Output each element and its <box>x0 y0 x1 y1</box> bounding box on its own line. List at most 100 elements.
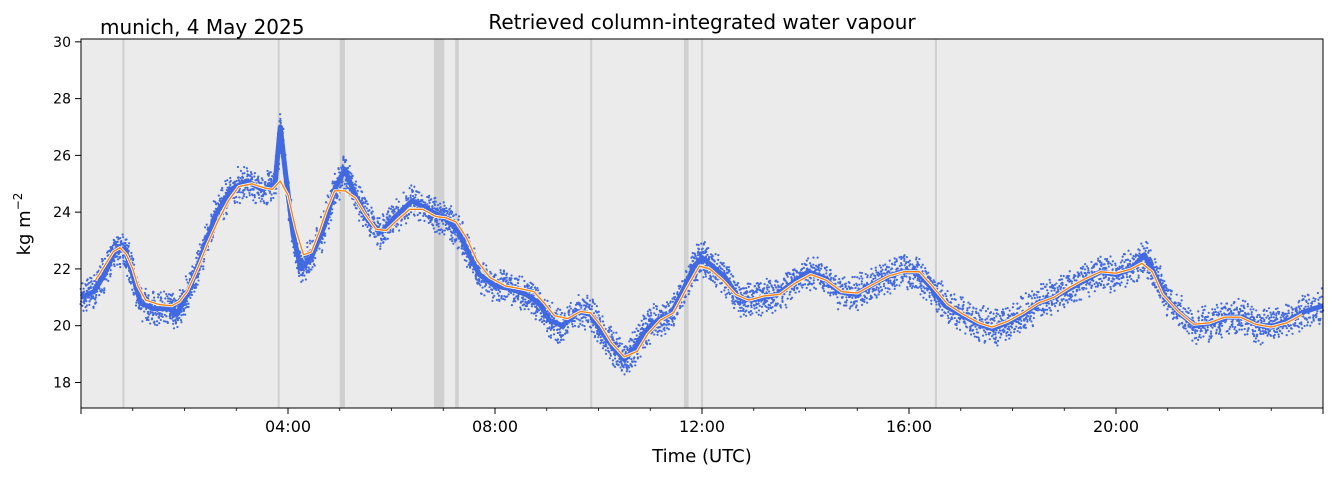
data-point <box>376 234 379 237</box>
data-point <box>157 296 160 299</box>
data-point <box>628 370 631 373</box>
data-point <box>733 303 736 306</box>
data-point <box>516 282 520 285</box>
data-point <box>379 247 382 250</box>
data-point <box>372 218 375 221</box>
data-point <box>516 296 520 299</box>
data-point <box>597 336 600 339</box>
data-point <box>443 204 446 207</box>
data-point <box>982 329 986 332</box>
data-point <box>839 280 842 283</box>
data-point <box>549 336 552 339</box>
data-point <box>170 294 173 297</box>
data-point <box>895 278 899 281</box>
data-point <box>672 322 675 326</box>
data-point <box>344 161 347 164</box>
data-point <box>534 318 537 321</box>
data-point <box>825 284 828 287</box>
data-point <box>966 307 969 310</box>
data-point <box>611 359 614 362</box>
data-point <box>812 256 815 259</box>
data-point <box>436 219 439 222</box>
data-point <box>927 271 930 274</box>
data-point <box>85 304 89 307</box>
data-point <box>996 308 999 312</box>
data-point <box>203 258 206 261</box>
data-point <box>507 293 510 296</box>
data-point <box>98 287 101 290</box>
data-point <box>569 307 573 310</box>
data-point <box>180 314 183 317</box>
data-point <box>159 312 162 315</box>
data-point <box>604 343 608 346</box>
data-point <box>658 329 661 332</box>
data-point <box>372 215 375 218</box>
data-point <box>423 213 426 216</box>
data-point <box>975 328 978 331</box>
data-point <box>903 275 906 278</box>
data-point <box>667 302 670 306</box>
data-point <box>419 218 422 222</box>
data-point <box>643 346 647 349</box>
data-point <box>802 283 805 286</box>
data-point <box>117 236 120 239</box>
data-point <box>962 300 965 304</box>
data-point <box>278 120 281 123</box>
data-point <box>420 194 423 197</box>
data-point <box>773 284 777 287</box>
data-point <box>436 207 439 210</box>
data-point <box>609 354 612 357</box>
data-point <box>434 196 437 199</box>
data-point <box>949 312 952 316</box>
data-point <box>442 210 445 213</box>
data-point <box>472 271 475 274</box>
data-point <box>310 268 313 271</box>
data-point <box>605 345 608 348</box>
data-point <box>812 263 815 266</box>
data-point <box>975 335 978 339</box>
data-point <box>723 265 726 268</box>
data-point <box>530 305 534 308</box>
data-point <box>947 317 950 320</box>
data-point <box>519 306 522 309</box>
data-point <box>455 237 458 241</box>
data-point <box>633 341 636 344</box>
data-point <box>747 311 751 314</box>
data-point <box>131 288 134 291</box>
data-point <box>309 242 312 245</box>
data-point <box>820 262 823 266</box>
data-point <box>757 286 761 289</box>
data-point <box>563 312 566 315</box>
data-point <box>805 263 808 266</box>
data-point <box>775 286 778 289</box>
data-point <box>443 207 446 211</box>
data-point <box>93 274 96 277</box>
data-point <box>921 263 924 266</box>
data-point <box>498 290 502 293</box>
data-point <box>311 266 314 269</box>
data-point <box>854 286 857 290</box>
data-point <box>398 229 401 232</box>
data-point <box>393 208 396 211</box>
data-point <box>920 265 923 268</box>
data-point <box>714 276 717 279</box>
data-point <box>577 293 580 297</box>
data-point <box>540 315 543 318</box>
data-point <box>269 199 273 202</box>
data-point <box>740 287 743 291</box>
data-point <box>89 286 93 290</box>
data-point <box>90 296 93 300</box>
data-point <box>349 171 352 174</box>
data-point <box>895 259 898 263</box>
data-point <box>532 294 535 297</box>
data-point <box>468 263 471 266</box>
data-point <box>624 350 627 354</box>
data-point <box>994 333 997 336</box>
data-point <box>648 315 651 318</box>
data-point <box>102 291 106 294</box>
data-point <box>378 217 381 220</box>
data-point <box>424 201 427 204</box>
data-point <box>581 324 584 327</box>
data-point <box>333 172 337 175</box>
